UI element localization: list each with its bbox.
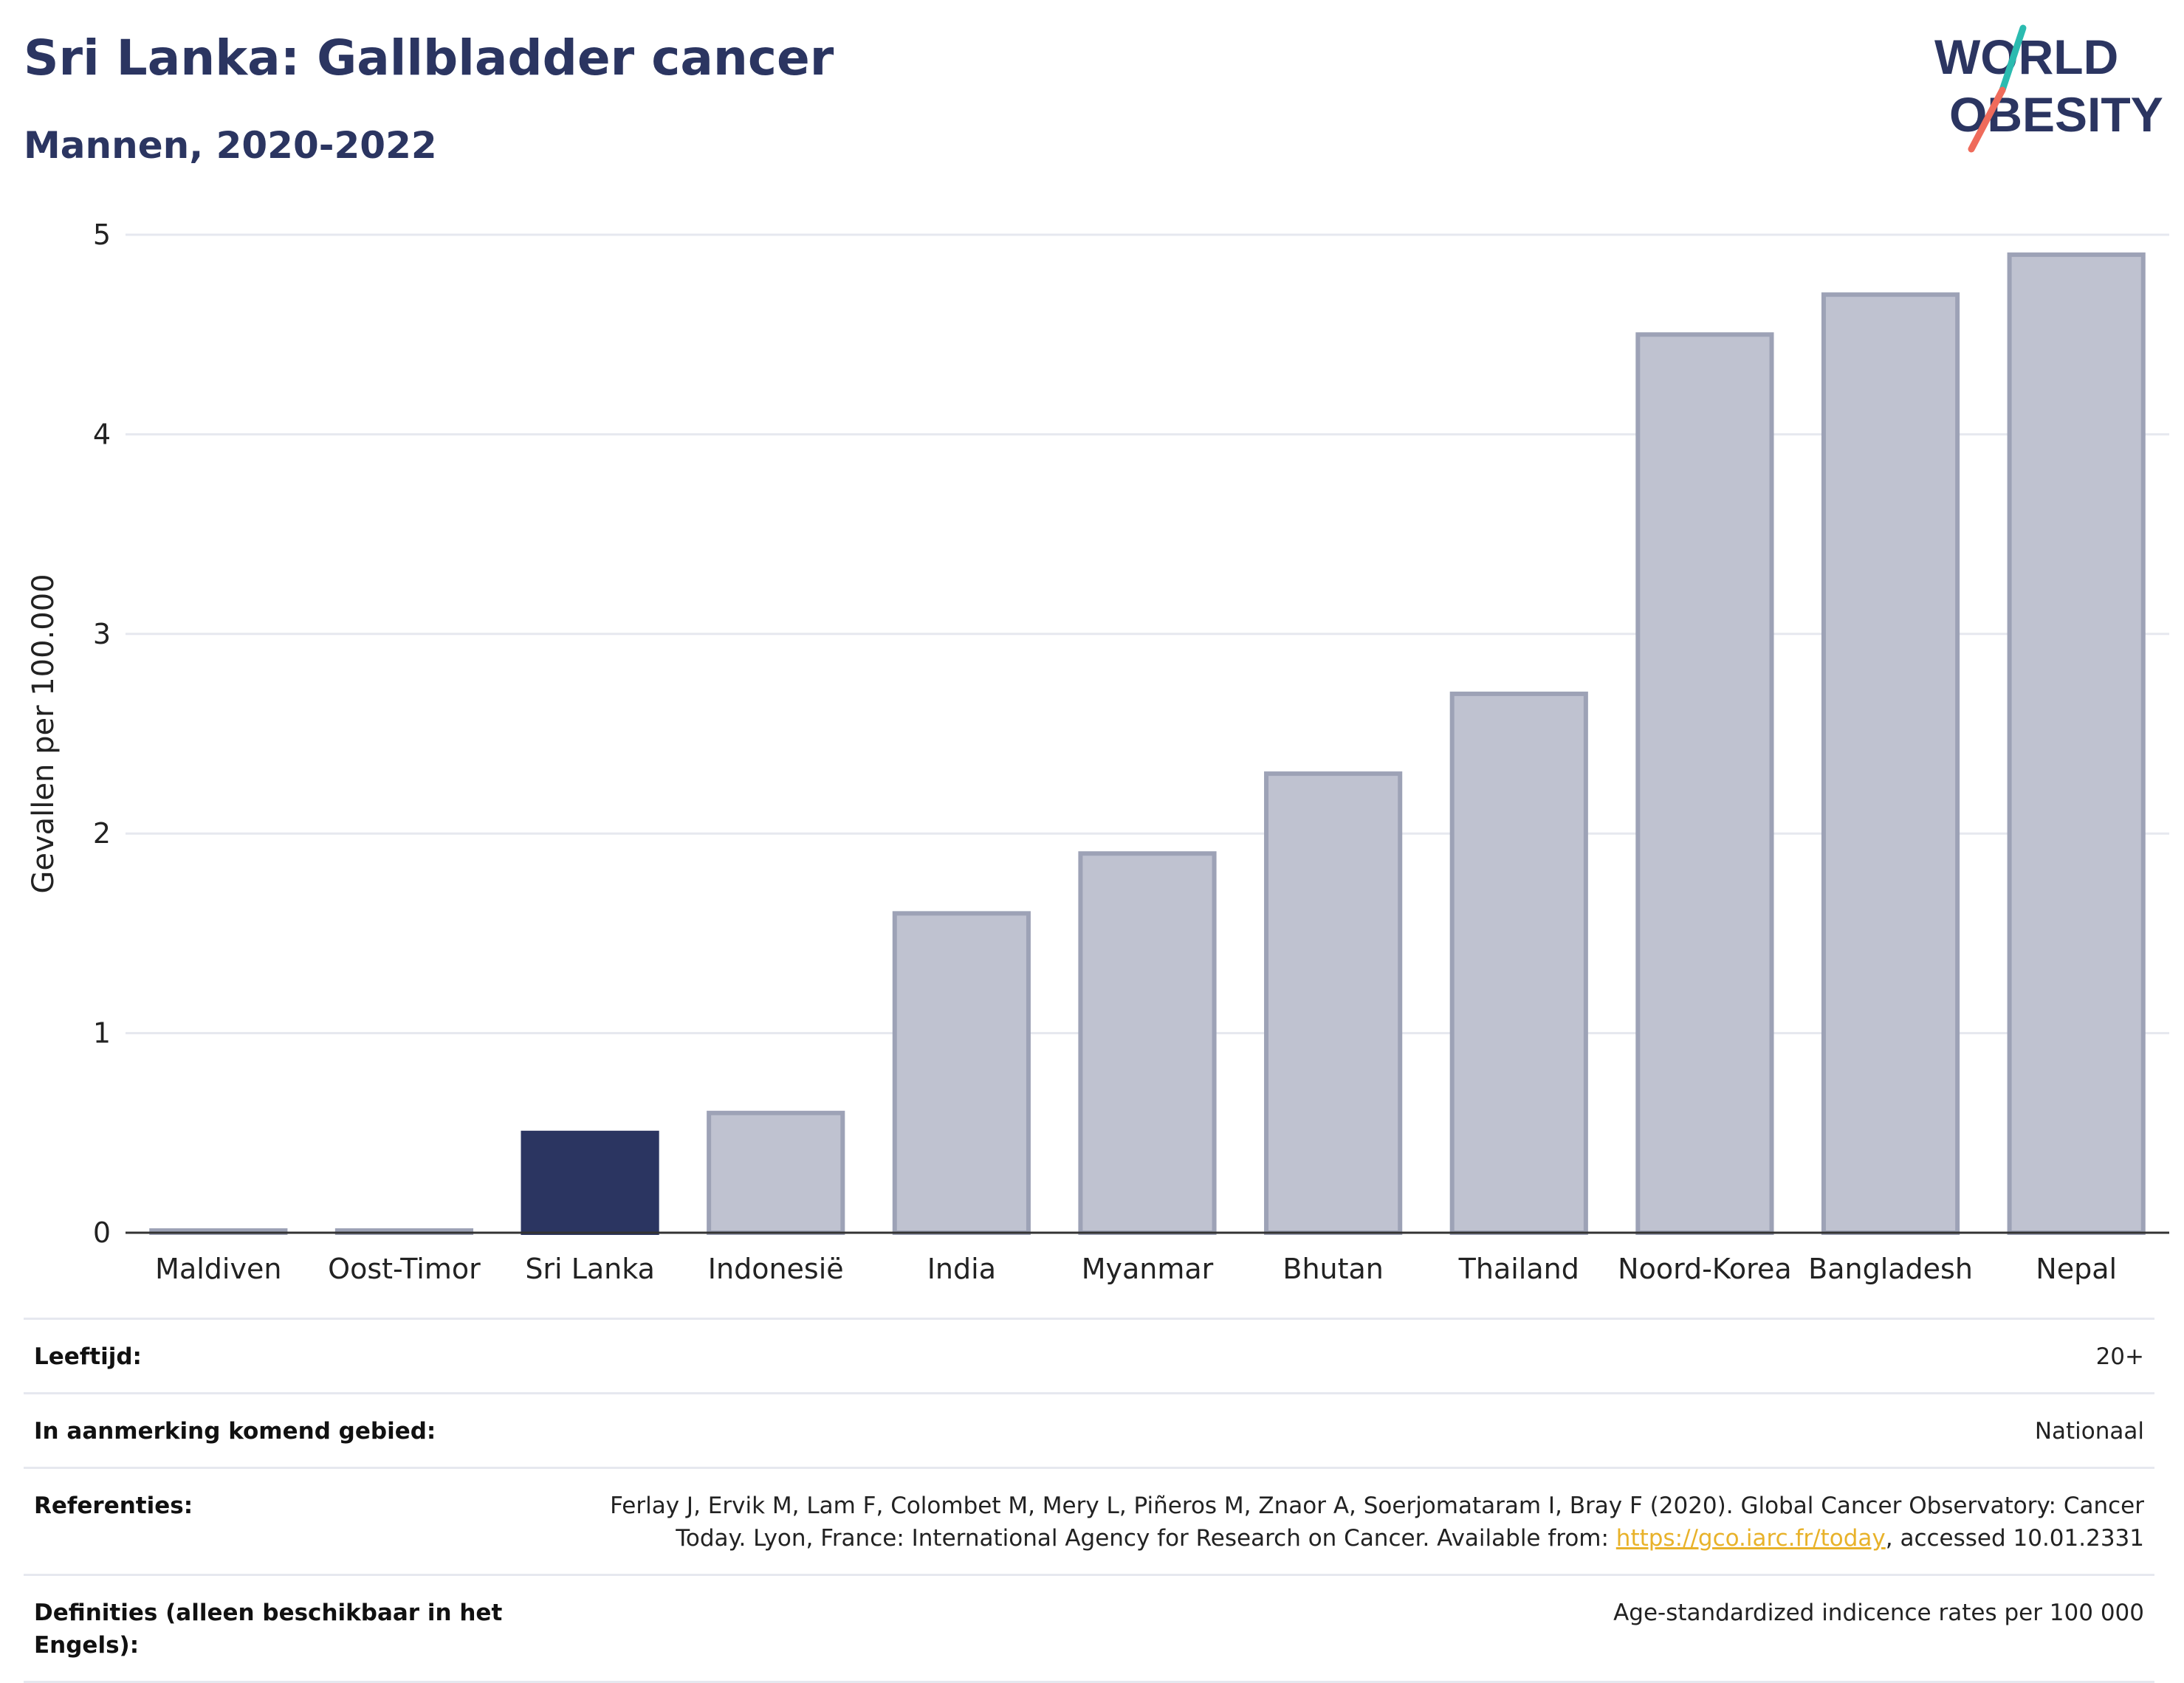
x-tick-label: Thailand xyxy=(1458,1253,1579,1285)
bar xyxy=(1078,851,1217,1235)
x-tick-label: Indonesië xyxy=(708,1253,844,1285)
logo-text-obesity: OBESITY xyxy=(1949,87,2163,142)
meta-row-references: Referenties: Ferlay J, Ervik M, Lam F, C… xyxy=(24,1467,2154,1574)
area-label: In aanmerking komend gebied: xyxy=(34,1418,436,1445)
x-tick-label: Oost-Timor xyxy=(328,1253,481,1285)
y-tick-label: 0 xyxy=(93,1216,111,1249)
definitions-label: Definities (alleen beschikbaar in het En… xyxy=(34,1600,503,1659)
references-label: Referenties: xyxy=(34,1493,193,1519)
bar xyxy=(1635,332,1774,1236)
metadata-table: Leeftijd: 20+ In aanmerking komend gebie… xyxy=(24,1318,2154,1683)
references-text-end: , accessed 10.01.2331 xyxy=(1885,1525,2144,1552)
references-link[interactable]: https://gco.iarc.fr/today xyxy=(1615,1525,1886,1552)
age-value: 20+ xyxy=(2095,1343,2144,1370)
bar xyxy=(521,1130,659,1236)
y-axis-label: Gevallen per 100.000 xyxy=(27,574,61,893)
definitions-value: Age-standardized indicence rates per 100… xyxy=(1613,1600,2144,1626)
x-tick-label: Bhutan xyxy=(1282,1253,1384,1285)
references-text: Ferlay J, Ervik M, Lam F, Colombet M, Me… xyxy=(610,1493,2144,1552)
meta-row-age: Leeftijd: 20+ xyxy=(24,1318,2154,1392)
x-tick-label: Sri Lanka xyxy=(525,1253,655,1285)
chart-subtitle: Mannen, 2020-2022 xyxy=(24,124,437,167)
bar xyxy=(1821,292,1960,1235)
y-tick-label: 4 xyxy=(93,418,111,450)
world-obesity-logo: WORLD OBESITY xyxy=(1934,24,2163,153)
y-tick-label: 2 xyxy=(93,817,111,850)
chart-title: Sri Lanka: Gallbladder cancer xyxy=(24,30,834,86)
area-value: Nationaal xyxy=(2034,1418,2144,1445)
y-tick-label: 3 xyxy=(93,618,111,650)
meta-row-definitions: Definities (alleen beschikbaar in het En… xyxy=(24,1574,2154,1683)
bar xyxy=(1264,771,1403,1235)
meta-row-area: In aanmerking komend gebied: Nationaal xyxy=(24,1392,2154,1467)
bar xyxy=(2007,252,2146,1235)
x-tick-label: Nepal xyxy=(2036,1253,2117,1285)
x-tick-label: Maldiven xyxy=(155,1253,281,1285)
bar xyxy=(892,911,1031,1235)
y-tick-label: 5 xyxy=(93,218,111,251)
logo-slash-teal xyxy=(1999,24,2027,94)
references-value: Ferlay J, Ervik M, Lam F, Colombet M, Me… xyxy=(594,1490,2144,1555)
age-label: Leeftijd: xyxy=(34,1343,142,1370)
logo-slash-coral xyxy=(1968,86,2006,153)
x-tick-label: Myanmar xyxy=(1082,1253,1214,1285)
logo-text-world: WORLD xyxy=(1934,30,2118,84)
bar xyxy=(707,1110,845,1236)
bar xyxy=(1449,691,1588,1235)
bar-chart: 0 1 2 3 4 5 Gevallen per 100.000 Maldiven Oost-T… xyxy=(27,218,2169,1285)
x-tick-label: Bangladesh xyxy=(1808,1253,1973,1285)
y-tick-label: 1 xyxy=(93,1017,111,1050)
x-tick-label: India xyxy=(927,1253,996,1285)
x-tick-label: Noord-Korea xyxy=(1618,1253,1791,1285)
